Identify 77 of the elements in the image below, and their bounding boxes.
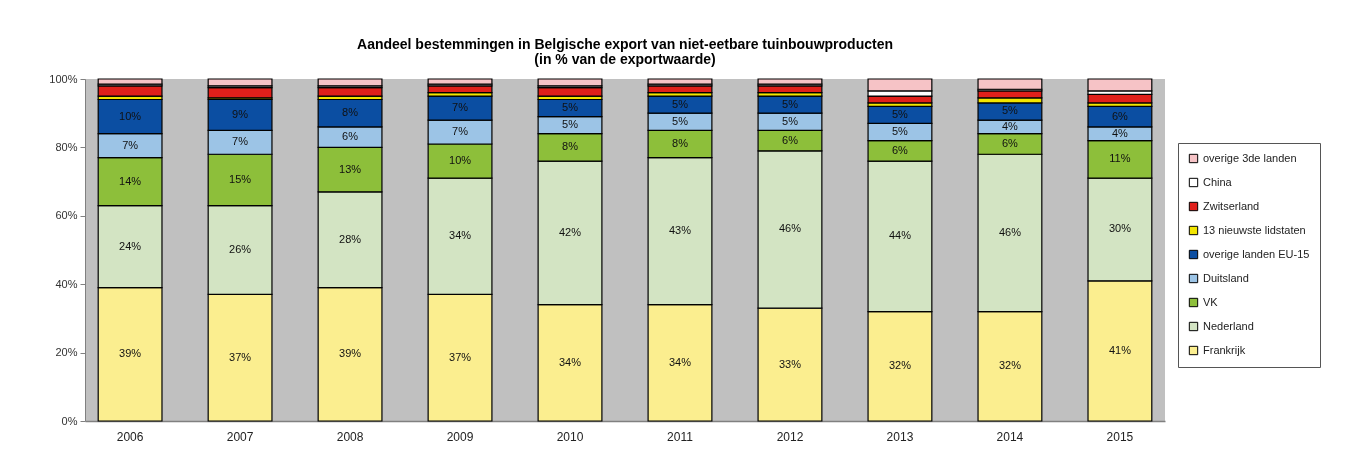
x-tick-label: 2007 xyxy=(226,429,254,444)
legend-label: Nederland xyxy=(1203,319,1254,332)
data-label: 8% xyxy=(672,136,689,149)
data-label: 39% xyxy=(339,347,362,360)
data-label: 10% xyxy=(119,109,142,122)
data-label: 8% xyxy=(562,140,579,153)
data-label: 9% xyxy=(232,107,249,120)
data-label: 34% xyxy=(558,355,582,368)
x-tick-label: 2009 xyxy=(446,429,474,444)
data-label: 39% xyxy=(119,347,142,360)
data-label: 11% xyxy=(1109,152,1131,165)
y-tick-label: 60% xyxy=(55,209,78,222)
legend-label: China xyxy=(1203,175,1233,188)
data-label: 6% xyxy=(342,130,359,143)
data-label: 6% xyxy=(892,143,909,156)
data-label: 4% xyxy=(1111,126,1129,139)
x-tick-label: 2006 xyxy=(116,429,144,444)
data-label: 5% xyxy=(562,118,579,131)
x-tick-label: 2010 xyxy=(556,429,584,444)
data-label: 32% xyxy=(888,359,912,372)
data-label: 5% xyxy=(892,107,909,120)
data-label: 26% xyxy=(229,243,252,255)
data-label: 10% xyxy=(449,154,472,167)
data-label: 7% xyxy=(232,135,249,148)
y-tick-label: 100% xyxy=(49,72,78,85)
x-tick-label: 2014 xyxy=(996,429,1024,444)
data-label: 46% xyxy=(998,225,1022,238)
legend-label: overige 3de landen xyxy=(1203,151,1297,164)
data-label: 41% xyxy=(1108,343,1132,356)
data-label: 34% xyxy=(668,355,692,368)
data-label: 32% xyxy=(998,359,1022,372)
x-tick-label: 2015 xyxy=(1106,429,1134,444)
data-label: 5% xyxy=(562,101,579,114)
data-label: 42% xyxy=(558,225,582,238)
data-label: 37% xyxy=(229,350,252,363)
chart-subtitle: (in % van de exportwaarde) xyxy=(534,51,716,67)
x-tick-label: 2008 xyxy=(336,429,364,444)
y-tick-label: 80% xyxy=(55,140,78,153)
data-label: 33% xyxy=(778,357,802,370)
data-label: 28% xyxy=(339,232,362,245)
y-tick-label: 0% xyxy=(61,414,78,427)
data-label: 44% xyxy=(888,229,912,242)
data-label: 6% xyxy=(1001,136,1019,149)
y-tick-label: 40% xyxy=(55,277,78,290)
data-label: 5% xyxy=(672,114,689,127)
x-tick-label: 2011 xyxy=(667,429,694,444)
data-label: 5% xyxy=(1001,104,1019,117)
data-label: 5% xyxy=(892,125,909,138)
data-label: 6% xyxy=(1111,109,1129,122)
data-label: 7% xyxy=(452,125,469,138)
legend-label: 13 nieuwste lidstaten xyxy=(1203,223,1306,236)
x-tick-label: 2012 xyxy=(776,429,804,444)
data-label: 5% xyxy=(672,97,689,110)
data-label: 30% xyxy=(1108,222,1132,235)
data-label: 13% xyxy=(339,162,362,175)
data-label: 34% xyxy=(449,229,472,242)
data-label: 37% xyxy=(449,350,472,363)
x-tick-label: 2013 xyxy=(886,429,914,444)
data-label: 43% xyxy=(668,224,692,237)
data-label: 46% xyxy=(778,222,802,235)
data-label: 6% xyxy=(782,133,799,146)
legend-label: Zwitserland xyxy=(1203,199,1260,212)
y-tick-label: 20% xyxy=(55,346,78,359)
data-label: 14% xyxy=(119,174,142,187)
data-label: 15% xyxy=(229,172,252,185)
chart-title: Aandeel bestemmingen in Belgische export van niet-eetbare tuinbouwproducten xyxy=(357,36,893,52)
data-label: 8% xyxy=(342,106,359,119)
legend-label: overige landen EU-15 xyxy=(1203,247,1310,260)
data-label: 7% xyxy=(452,101,469,114)
legend-label: Duitsland xyxy=(1203,271,1249,284)
data-label: 24% xyxy=(119,239,142,252)
data-label: 5% xyxy=(782,97,799,110)
data-label: 7% xyxy=(122,138,139,151)
data-label: 5% xyxy=(782,114,799,127)
data-label: 4% xyxy=(1001,119,1019,132)
legend-label: VK xyxy=(1203,295,1219,308)
legend-label: Frankrijk xyxy=(1203,343,1246,356)
